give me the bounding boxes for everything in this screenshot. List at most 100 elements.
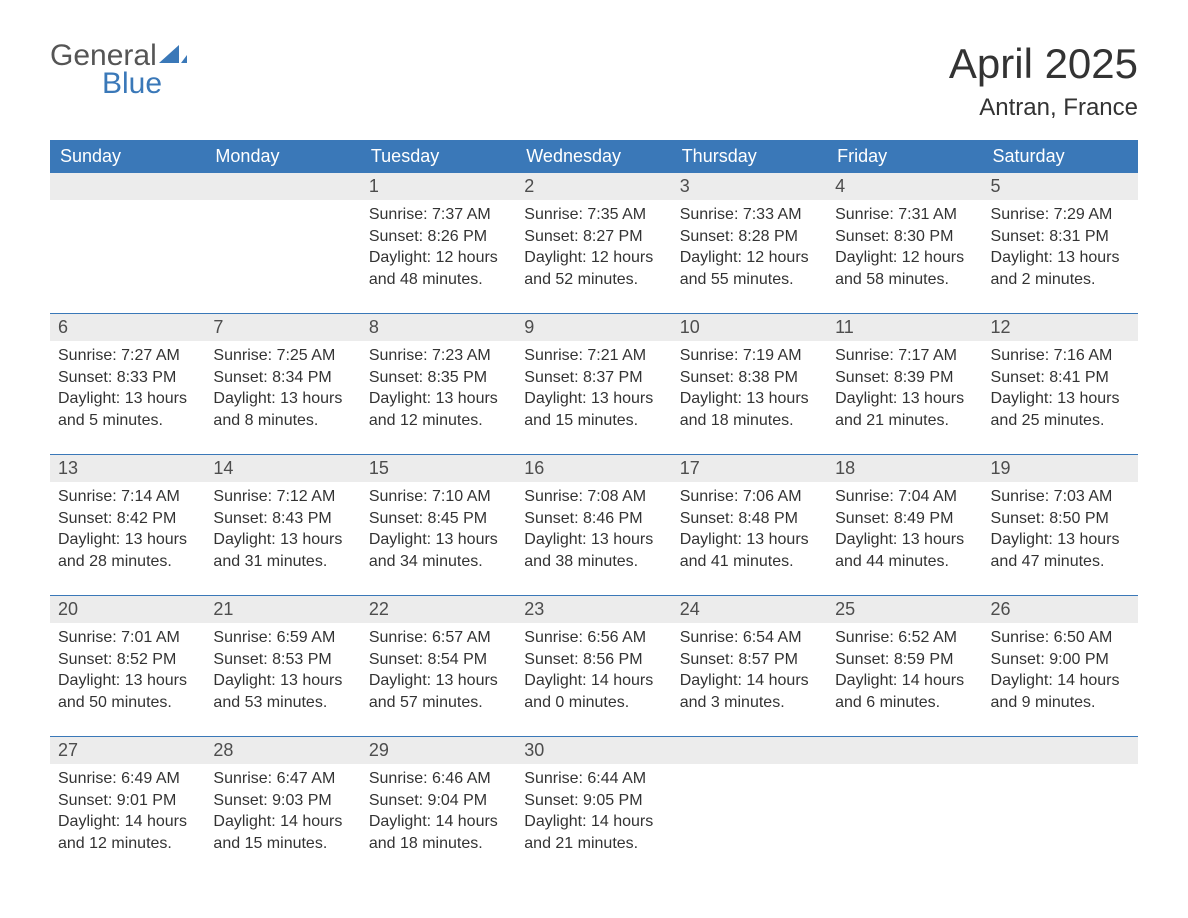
title-block: April 2025 Antran, France (949, 40, 1138, 122)
calendar-cell: 21Sunrise: 6:59 AMSunset: 8:53 PMDayligh… (205, 596, 360, 724)
cell-body: Sunrise: 6:44 AMSunset: 9:05 PMDaylight:… (516, 764, 671, 860)
cell-body: Sunrise: 7:12 AMSunset: 8:43 PMDaylight:… (205, 482, 360, 578)
cell-body: Sunrise: 6:46 AMSunset: 9:04 PMDaylight:… (361, 764, 516, 860)
calendar-cell (827, 737, 982, 865)
day-number: 23 (516, 596, 671, 623)
daylight-text: Daylight: 13 hours and 8 minutes. (213, 388, 352, 431)
sunrise-text: Sunrise: 6:50 AM (991, 627, 1130, 649)
daylight-text: Daylight: 13 hours and 28 minutes. (58, 529, 197, 572)
day-number: 26 (983, 596, 1138, 623)
calendar-cell: 22Sunrise: 6:57 AMSunset: 8:54 PMDayligh… (361, 596, 516, 724)
calendar-cell: 15Sunrise: 7:10 AMSunset: 8:45 PMDayligh… (361, 455, 516, 583)
week-row: 27Sunrise: 6:49 AMSunset: 9:01 PMDayligh… (50, 736, 1138, 865)
sunrise-text: Sunrise: 6:49 AM (58, 768, 197, 790)
day-number (672, 737, 827, 764)
day-number: 9 (516, 314, 671, 341)
day-number: 10 (672, 314, 827, 341)
cell-body (50, 200, 205, 210)
sunset-text: Sunset: 8:43 PM (213, 508, 352, 530)
day-number: 25 (827, 596, 982, 623)
calendar: Sunday Monday Tuesday Wednesday Thursday… (50, 140, 1138, 865)
calendar-cell: 1Sunrise: 7:37 AMSunset: 8:26 PMDaylight… (361, 173, 516, 301)
calendar-cell: 16Sunrise: 7:08 AMSunset: 8:46 PMDayligh… (516, 455, 671, 583)
logo-text-bottom: Blue (50, 68, 187, 100)
location-subtitle: Antran, France (949, 94, 1138, 122)
sunset-text: Sunset: 8:59 PM (835, 649, 974, 671)
sunrise-text: Sunrise: 7:27 AM (58, 345, 197, 367)
calendar-cell: 9Sunrise: 7:21 AMSunset: 8:37 PMDaylight… (516, 314, 671, 442)
day-number: 18 (827, 455, 982, 482)
daylight-text: Daylight: 12 hours and 55 minutes. (680, 247, 819, 290)
day-number: 21 (205, 596, 360, 623)
sunrise-text: Sunrise: 6:59 AM (213, 627, 352, 649)
calendar-cell: 7Sunrise: 7:25 AMSunset: 8:34 PMDaylight… (205, 314, 360, 442)
cell-body: Sunrise: 7:14 AMSunset: 8:42 PMDaylight:… (50, 482, 205, 578)
cell-body: Sunrise: 6:54 AMSunset: 8:57 PMDaylight:… (672, 623, 827, 719)
cell-body: Sunrise: 6:59 AMSunset: 8:53 PMDaylight:… (205, 623, 360, 719)
sunset-text: Sunset: 8:27 PM (524, 226, 663, 248)
day-number (50, 173, 205, 200)
daylight-text: Daylight: 14 hours and 18 minutes. (369, 811, 508, 854)
calendar-cell: 28Sunrise: 6:47 AMSunset: 9:03 PMDayligh… (205, 737, 360, 865)
sunset-text: Sunset: 8:45 PM (369, 508, 508, 530)
sunrise-text: Sunrise: 7:19 AM (680, 345, 819, 367)
sunset-text: Sunset: 9:01 PM (58, 790, 197, 812)
day-number: 19 (983, 455, 1138, 482)
cell-body: Sunrise: 7:06 AMSunset: 8:48 PMDaylight:… (672, 482, 827, 578)
daylight-text: Daylight: 13 hours and 2 minutes. (991, 247, 1130, 290)
page-title: April 2025 (949, 40, 1138, 88)
calendar-cell: 10Sunrise: 7:19 AMSunset: 8:38 PMDayligh… (672, 314, 827, 442)
daylight-text: Daylight: 13 hours and 18 minutes. (680, 388, 819, 431)
day-number: 24 (672, 596, 827, 623)
dayname: Wednesday (516, 140, 671, 173)
cell-body: Sunrise: 7:10 AMSunset: 8:45 PMDaylight:… (361, 482, 516, 578)
cell-body (672, 764, 827, 774)
daylight-text: Daylight: 14 hours and 15 minutes. (213, 811, 352, 854)
cell-body: Sunrise: 7:27 AMSunset: 8:33 PMDaylight:… (50, 341, 205, 437)
dayname: Saturday (983, 140, 1138, 173)
cell-body: Sunrise: 7:25 AMSunset: 8:34 PMDaylight:… (205, 341, 360, 437)
sunset-text: Sunset: 8:39 PM (835, 367, 974, 389)
cell-body: Sunrise: 7:21 AMSunset: 8:37 PMDaylight:… (516, 341, 671, 437)
sunrise-text: Sunrise: 7:03 AM (991, 486, 1130, 508)
calendar-cell: 2Sunrise: 7:35 AMSunset: 8:27 PMDaylight… (516, 173, 671, 301)
sunset-text: Sunset: 8:41 PM (991, 367, 1130, 389)
sunrise-text: Sunrise: 7:04 AM (835, 486, 974, 508)
cell-body: Sunrise: 7:35 AMSunset: 8:27 PMDaylight:… (516, 200, 671, 296)
day-number: 7 (205, 314, 360, 341)
day-number: 30 (516, 737, 671, 764)
daylight-text: Daylight: 13 hours and 5 minutes. (58, 388, 197, 431)
weeks-container: 1Sunrise: 7:37 AMSunset: 8:26 PMDaylight… (50, 173, 1138, 865)
cell-body: Sunrise: 7:29 AMSunset: 8:31 PMDaylight:… (983, 200, 1138, 296)
sunset-text: Sunset: 9:05 PM (524, 790, 663, 812)
day-number: 8 (361, 314, 516, 341)
sunrise-text: Sunrise: 7:29 AM (991, 204, 1130, 226)
sunrise-text: Sunrise: 6:47 AM (213, 768, 352, 790)
day-number: 11 (827, 314, 982, 341)
calendar-cell: 12Sunrise: 7:16 AMSunset: 8:41 PMDayligh… (983, 314, 1138, 442)
sunrise-text: Sunrise: 7:14 AM (58, 486, 197, 508)
cell-body: Sunrise: 7:04 AMSunset: 8:49 PMDaylight:… (827, 482, 982, 578)
cell-body: Sunrise: 6:50 AMSunset: 9:00 PMDaylight:… (983, 623, 1138, 719)
daylight-text: Daylight: 13 hours and 57 minutes. (369, 670, 508, 713)
day-number: 28 (205, 737, 360, 764)
cell-body: Sunrise: 7:01 AMSunset: 8:52 PMDaylight:… (50, 623, 205, 719)
day-number: 5 (983, 173, 1138, 200)
cell-body: Sunrise: 7:16 AMSunset: 8:41 PMDaylight:… (983, 341, 1138, 437)
day-number: 16 (516, 455, 671, 482)
day-number: 29 (361, 737, 516, 764)
sunrise-text: Sunrise: 7:31 AM (835, 204, 974, 226)
daylight-text: Daylight: 12 hours and 48 minutes. (369, 247, 508, 290)
daylight-text: Daylight: 13 hours and 50 minutes. (58, 670, 197, 713)
daylight-text: Daylight: 14 hours and 6 minutes. (835, 670, 974, 713)
cell-body (983, 764, 1138, 774)
day-number: 13 (50, 455, 205, 482)
sunset-text: Sunset: 8:57 PM (680, 649, 819, 671)
daylight-text: Daylight: 13 hours and 15 minutes. (524, 388, 663, 431)
sunrise-text: Sunrise: 7:33 AM (680, 204, 819, 226)
sunrise-text: Sunrise: 6:44 AM (524, 768, 663, 790)
sunrise-text: Sunrise: 7:06 AM (680, 486, 819, 508)
day-number: 1 (361, 173, 516, 200)
calendar-cell: 19Sunrise: 7:03 AMSunset: 8:50 PMDayligh… (983, 455, 1138, 583)
sunrise-text: Sunrise: 7:16 AM (991, 345, 1130, 367)
